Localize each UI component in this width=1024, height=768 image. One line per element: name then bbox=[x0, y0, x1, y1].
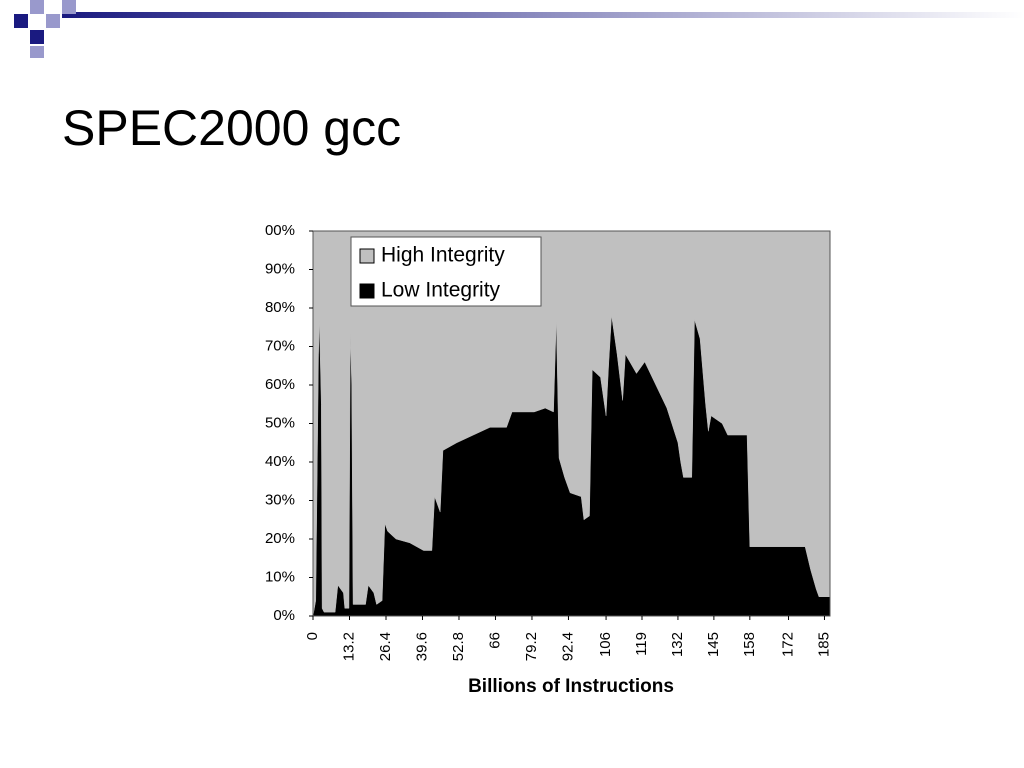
y-tick-label: 20% bbox=[265, 530, 295, 547]
y-tick-label: 00% bbox=[265, 222, 295, 239]
legend-swatch bbox=[359, 283, 375, 299]
x-tick-label: 13.2 bbox=[340, 632, 357, 661]
y-tick-label: 40% bbox=[265, 453, 295, 470]
x-tick-label: 185 bbox=[815, 632, 832, 657]
x-tick-label: 119 bbox=[633, 632, 650, 656]
x-tick-label: 66 bbox=[486, 632, 503, 649]
legend-label: High Integrity bbox=[381, 244, 505, 267]
legend-label: Low Integrity bbox=[381, 279, 501, 302]
y-tick-label: 10% bbox=[265, 568, 295, 585]
x-tick-label: 26.4 bbox=[377, 632, 394, 661]
y-tick-label: 60% bbox=[265, 376, 295, 393]
x-tick-label: 172 bbox=[779, 632, 796, 657]
y-tick-label: 50% bbox=[265, 414, 295, 431]
y-tick-label: 90% bbox=[265, 260, 295, 277]
y-tick-label: 80% bbox=[265, 299, 295, 316]
slide-decoration bbox=[14, 0, 1024, 58]
legend-box bbox=[350, 236, 542, 307]
x-tick-label: 92.4 bbox=[559, 632, 576, 661]
slide-title: SPEC2000 gcc bbox=[62, 100, 401, 156]
x-tick-label: 158 bbox=[741, 632, 758, 657]
y-tick-label: 70% bbox=[265, 337, 295, 354]
x-tick-label: 39.6 bbox=[413, 632, 430, 661]
y-tick-label: 30% bbox=[265, 491, 295, 508]
x-tick-label: 52.8 bbox=[450, 632, 467, 661]
x-tick-label: 145 bbox=[705, 632, 722, 657]
x-tick-label: 79.2 bbox=[523, 632, 540, 661]
y-tick-label: 0% bbox=[273, 607, 295, 624]
x-tick-label: 106 bbox=[597, 632, 614, 657]
x-axis-title: Billions of Instructions bbox=[468, 676, 674, 697]
x-tick-label: 132 bbox=[669, 632, 686, 657]
legend-swatch bbox=[359, 248, 375, 264]
x-tick-label: 0 bbox=[304, 632, 321, 640]
